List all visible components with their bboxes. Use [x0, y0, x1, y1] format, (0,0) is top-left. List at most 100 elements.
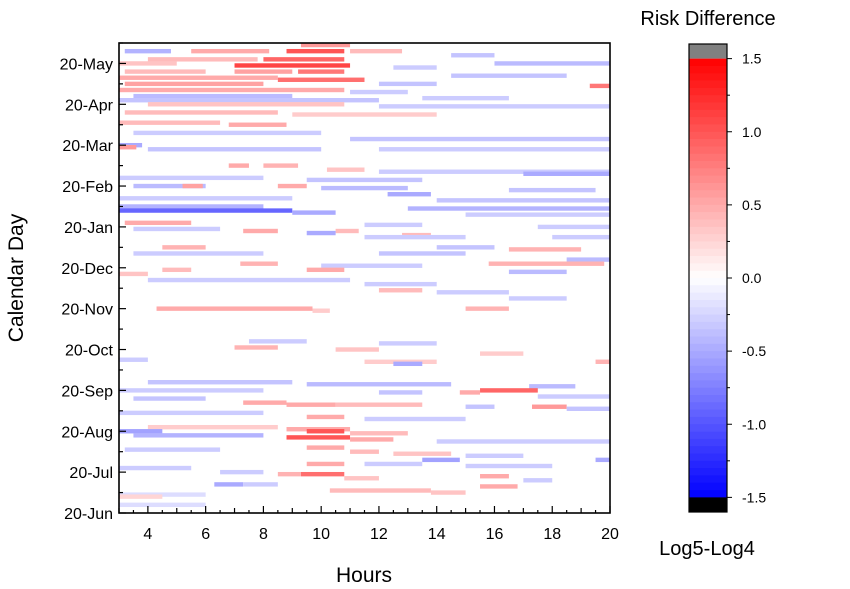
heatmap-cell — [243, 482, 278, 487]
heatmap-cell — [306, 382, 452, 387]
heatmap-cell — [488, 261, 605, 266]
heatmap-cell — [286, 402, 336, 407]
colorbar-segment — [689, 453, 727, 462]
heatmap-cell — [436, 290, 509, 295]
x-tick-label: 8 — [259, 526, 268, 543]
colorbar-segment — [689, 153, 727, 162]
heatmap-cell — [335, 228, 359, 234]
heatmap-cell — [335, 402, 423, 407]
heatmap-cell — [465, 453, 524, 458]
heatmap-cell — [119, 208, 293, 213]
colorbar-segment — [689, 226, 727, 235]
heatmap-cell — [459, 390, 481, 395]
heatmap-cell — [119, 75, 278, 80]
heatmap-cell — [350, 89, 408, 95]
colorbar-segment — [689, 380, 727, 389]
heatmap-cell — [480, 484, 518, 489]
heatmap-cell — [312, 308, 330, 313]
colorbar-tick-label: 0.5 — [742, 197, 762, 213]
colorbar-segment — [689, 278, 727, 286]
heatmap-cell — [228, 163, 249, 168]
heatmap-cell — [508, 187, 596, 193]
y-tick-label: 20-Dec — [61, 261, 113, 278]
colorbar-segment — [689, 263, 727, 272]
heatmap-cell — [436, 439, 610, 444]
heatmap-cell — [182, 183, 203, 189]
heatmap-cell — [124, 220, 192, 226]
heatmap-cell — [364, 222, 423, 228]
heatmap-cell — [480, 388, 538, 393]
heatmap-cell — [240, 261, 278, 266]
heatmap-cell — [321, 185, 408, 191]
heatmap-cell — [589, 83, 610, 89]
colorbar-segment — [689, 168, 727, 177]
heatmap-cell — [277, 471, 301, 477]
colorbar-segment — [689, 256, 727, 264]
colorbar-segment — [689, 358, 727, 367]
colorbar: 1.5 1.0 0.5 0.0 -0.5 -1.0 -1.5 — [688, 43, 766, 513]
heatmap-cell — [243, 228, 278, 234]
colorbar-segment — [689, 58, 727, 67]
heatmap-cell — [465, 212, 610, 217]
heatmap-cell — [306, 177, 423, 183]
colorbar-tick-label: 1.0 — [742, 124, 762, 140]
heatmap-cell — [147, 380, 293, 385]
x-axis-label: Hours — [336, 564, 392, 587]
heatmap-cell — [523, 478, 553, 483]
heatmap-cell — [124, 110, 278, 115]
y-tick-label: 20-Feb — [62, 179, 113, 196]
colorbar-segment — [689, 446, 727, 454]
y-tick-label: 20-Apr — [65, 97, 114, 114]
heatmap-cell — [147, 277, 351, 283]
colorbar-under-segment — [689, 497, 727, 512]
heatmap-cell — [326, 167, 365, 172]
heatmap-cell — [329, 488, 365, 493]
colorbar-tick-label: 1.5 — [742, 51, 762, 67]
colorbar-segment — [689, 204, 727, 213]
colorbar-segment — [689, 416, 727, 425]
heatmap-cell — [300, 43, 351, 48]
colorbar-segment — [689, 329, 727, 337]
heatmap-cell — [364, 488, 431, 493]
x-axis: 4 6 8 10 12 14 16 18 20 — [118, 506, 619, 543]
heatmap-cell — [364, 461, 423, 467]
heatmap-cell — [537, 394, 610, 399]
heatmap-cell — [480, 474, 509, 479]
colorbar-segment — [689, 219, 727, 228]
heatmap-cell — [147, 57, 258, 62]
colorbar-segment — [689, 292, 727, 301]
heatmap-cell — [480, 351, 524, 356]
colorbar-segment — [689, 307, 727, 315]
heatmap-cell — [162, 267, 192, 273]
colorbar-segment — [689, 285, 727, 294]
heatmap-cell — [552, 234, 610, 240]
colorbar-segment — [689, 431, 727, 440]
y-tick-label: 20-Nov — [61, 302, 113, 319]
heatmap-cell — [306, 414, 345, 420]
heatmap-cell — [451, 53, 495, 58]
heatmap-cell — [422, 95, 509, 101]
x-tick-label: 16 — [486, 526, 504, 543]
heatmap-cell — [300, 471, 345, 477]
y-axis: 20-Jun 20-Jul 20-Aug 20-Sep 20-Oct 20-Nov 20-D… — [60, 42, 126, 523]
heatmap-cell — [191, 48, 270, 54]
x-tick-label: 12 — [370, 526, 388, 543]
colorbar-segment — [689, 387, 727, 396]
x-tick-label: 20 — [601, 526, 619, 543]
colorbar-segment — [689, 131, 727, 140]
colorbar-caption: Log5-Log4 — [659, 538, 755, 560]
heatmap-cell — [350, 431, 408, 436]
heatmap-cell — [119, 494, 163, 499]
heatmap-cell — [133, 183, 206, 189]
colorbar-segment — [689, 73, 727, 81]
heatmap-cell — [263, 163, 299, 168]
heatmap-cell — [124, 81, 264, 87]
heatmap-cells — [119, 43, 610, 508]
heatmap-cell — [220, 469, 264, 475]
heatmap-cell — [350, 136, 610, 142]
colorbar-segment — [689, 197, 727, 206]
heatmap-cell — [364, 416, 466, 422]
heatmap-cell — [407, 206, 610, 211]
heatmap-cell — [378, 390, 423, 395]
heatmap-cell — [430, 490, 466, 495]
